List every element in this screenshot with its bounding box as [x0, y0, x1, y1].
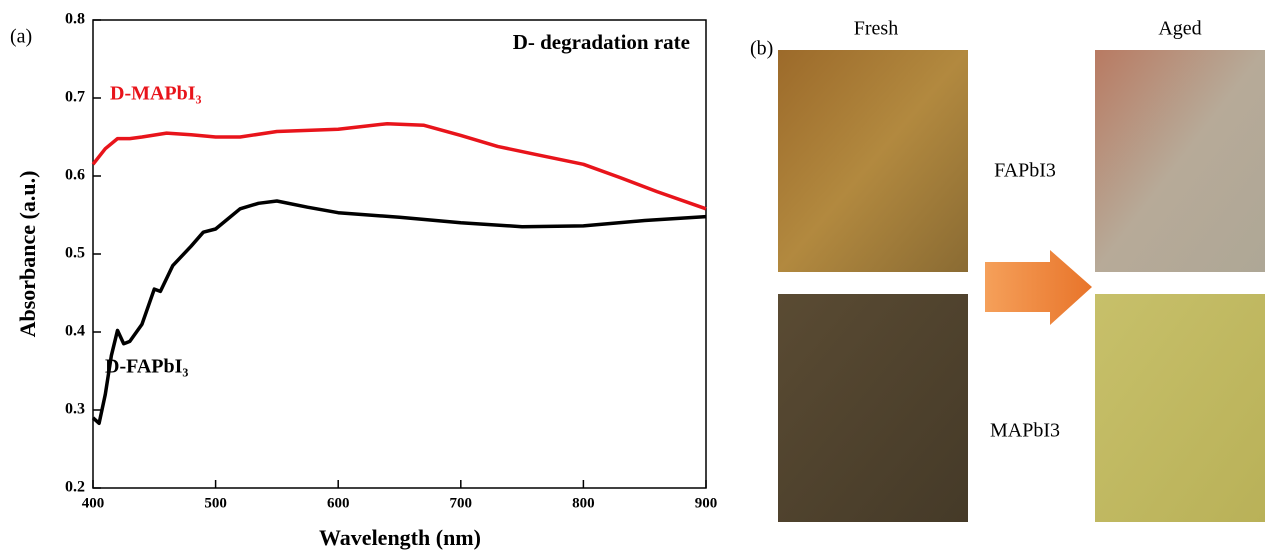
- x-tick-label: 800: [572, 495, 595, 511]
- x-tick-label: 400: [82, 495, 105, 511]
- panel-label: (b): [750, 38, 773, 60]
- photo: [1095, 294, 1265, 522]
- y-tick-label: 0.6: [65, 167, 85, 184]
- y-tick-label: 0.8: [65, 11, 85, 28]
- y-tick-label: 0.3: [65, 401, 85, 418]
- y-tick-label: 0.2: [65, 479, 85, 496]
- series-label: D-MAPbI₃: [110, 83, 202, 105]
- photo: [778, 294, 968, 522]
- y-tick-label: 0.4: [65, 323, 85, 340]
- panel-label: (a): [10, 26, 32, 48]
- x-tick-label: 900: [695, 495, 718, 511]
- x-tick-label: 700: [450, 495, 473, 511]
- arrow: [985, 250, 1092, 325]
- series-label: D-FAPbI₃: [105, 356, 188, 378]
- y-tick-label: 0.7: [65, 89, 85, 106]
- x-axis-label: Wavelength (nm): [319, 525, 481, 550]
- y-tick-label: 0.5: [65, 245, 85, 262]
- series-line: [91, 121, 707, 211]
- photo: [778, 50, 968, 272]
- x-tick-label: 500: [204, 495, 227, 511]
- row-label: MAPbI3: [990, 420, 1060, 442]
- row-label: FAPbI3: [994, 160, 1056, 182]
- x-tick-label: 600: [327, 495, 350, 511]
- column-label: Aged: [1158, 18, 1201, 40]
- photo: [1095, 50, 1265, 272]
- column-label: Fresh: [854, 18, 898, 40]
- y-axis-label: Absorbance (a.u.): [15, 171, 40, 338]
- chart-title: D- degradation rate: [513, 30, 690, 54]
- series-line: [91, 199, 707, 426]
